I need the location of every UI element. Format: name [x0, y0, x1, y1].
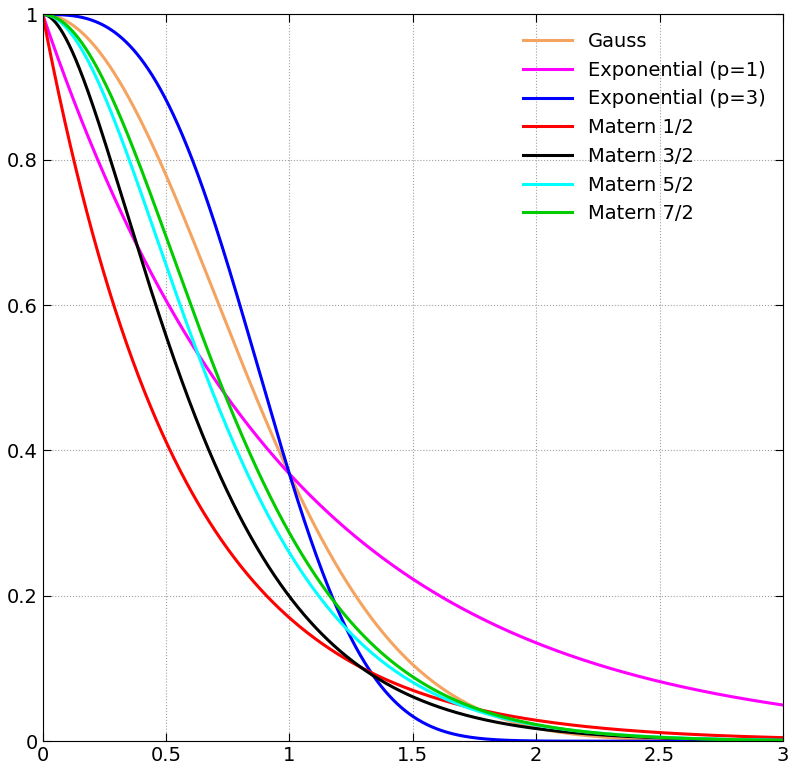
Matern 3/2 [378, 677, 388, 686]
Matern 5/2 [38, 10, 48, 19]
Matern 5/2 [778, 736, 788, 745]
Gauss [621, 734, 630, 743]
Gauss [76, 27, 85, 36]
Line: Matern 3/2: Matern 3/2 [43, 15, 783, 740]
Matern 5/2 [757, 735, 767, 744]
Gauss [757, 736, 767, 746]
Matern 1/2 [778, 733, 788, 742]
Matern 1/2 [38, 10, 48, 19]
Matern 3/2 [757, 736, 767, 745]
Gauss [778, 736, 788, 746]
Matern 1/2 [621, 726, 630, 735]
Matern 3/2 [38, 10, 48, 19]
Exponential (p=3) [398, 704, 408, 713]
Matern 3/2 [398, 687, 408, 696]
Exponential (p=1) [757, 697, 767, 706]
Matern 1/2 [398, 682, 408, 691]
Matern 5/2 [76, 42, 85, 52]
Matern 1/2 [76, 182, 85, 191]
Exponential (p=1) [756, 697, 766, 706]
Exponential (p=1) [778, 700, 788, 709]
Line: Matern 1/2: Matern 1/2 [43, 15, 783, 737]
Line: Matern 7/2: Matern 7/2 [43, 15, 783, 740]
Exponential (p=3) [76, 12, 85, 22]
Matern 7/2 [398, 665, 408, 675]
Matern 5/2 [378, 658, 388, 667]
Exponential (p=3) [621, 736, 630, 746]
Line: Exponential (p=1): Exponential (p=1) [43, 15, 783, 705]
Matern 5/2 [756, 735, 766, 744]
Matern 5/2 [398, 672, 408, 681]
Matern 7/2 [778, 736, 788, 745]
Exponential (p=3) [378, 684, 388, 693]
Legend: Gauss, Exponential (p=1), Exponential (p=3), Matern 1/2, Matern 3/2, Matern 5/2,: Gauss, Exponential (p=1), Exponential (p… [516, 24, 773, 231]
Exponential (p=1) [621, 668, 630, 677]
Matern 7/2 [378, 649, 388, 659]
Matern 1/2 [378, 673, 388, 682]
Exponential (p=1) [38, 10, 48, 19]
Matern 7/2 [621, 731, 630, 740]
Matern 3/2 [778, 736, 788, 745]
Matern 7/2 [38, 10, 48, 19]
Gauss [756, 736, 766, 746]
Exponential (p=1) [76, 113, 85, 122]
Matern 7/2 [76, 36, 85, 46]
Exponential (p=3) [38, 10, 48, 19]
Gauss [398, 650, 408, 659]
Gauss [378, 628, 388, 638]
Matern 1/2 [756, 733, 766, 742]
Matern 3/2 [756, 736, 766, 745]
Gauss [38, 10, 48, 19]
Line: Matern 5/2: Matern 5/2 [43, 15, 783, 740]
Exponential (p=1) [398, 567, 408, 577]
Exponential (p=3) [757, 736, 767, 746]
Matern 3/2 [621, 732, 630, 741]
Matern 7/2 [757, 736, 767, 745]
Exponential (p=1) [378, 554, 388, 563]
Matern 3/2 [76, 66, 85, 76]
Matern 5/2 [621, 730, 630, 740]
Line: Gauss: Gauss [43, 15, 783, 741]
Matern 7/2 [756, 736, 766, 745]
Line: Exponential (p=3): Exponential (p=3) [43, 15, 783, 741]
Exponential (p=3) [778, 736, 788, 746]
Exponential (p=3) [756, 736, 766, 746]
Matern 1/2 [757, 733, 767, 742]
